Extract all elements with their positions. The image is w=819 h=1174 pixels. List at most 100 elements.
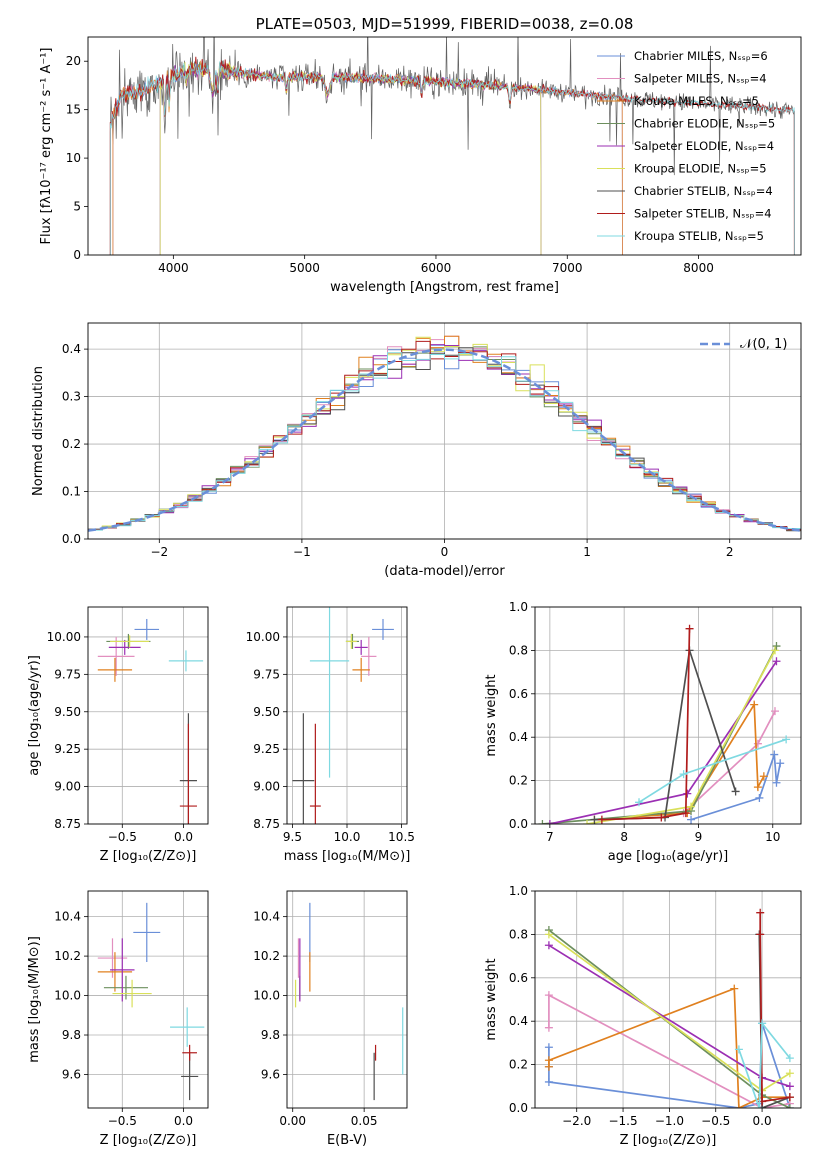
x-axis-label: E(B-V) [327,1133,367,1148]
weight-marker [758,1019,767,1028]
legend-label-2: Kroupa MILES, Nₛₛₚ=5 [634,94,759,108]
weight-marker [756,908,765,917]
axes-frame [87,890,209,1109]
y-axis-label: Normed distribution [31,366,46,496]
errorbar-point-0 [133,902,161,963]
y-tick-label: 0.4 [62,342,81,356]
y-tick-label: 0.8 [509,927,528,941]
weight-marker [544,930,553,939]
normal-curve [88,348,801,532]
x-tick-label: −0.5 [108,830,137,844]
plot-area [292,607,394,824]
weight-marker [734,1045,743,1054]
weight-marker [685,624,694,633]
axes-frame [534,606,802,825]
y-tick-label: 9.25 [54,742,81,756]
x-axis-label: wavelength [Angstrom, rest frame] [330,280,559,295]
x-tick-label: −2.0 [562,1114,591,1128]
weight-marker [782,735,791,744]
weight-line-7 [601,628,691,821]
weight-marker [590,815,599,824]
y-tick-label: 0.2 [509,1058,528,1072]
y-tick-label: 0.4 [509,1014,528,1028]
axes-frame [286,606,408,825]
weight-marker [785,1054,794,1063]
x-tick-label: 10 [765,830,780,844]
x-axis-label: (data-model)/error [384,564,505,579]
weight-marker [759,772,768,781]
y-tick-label: 9.6 [261,1067,280,1081]
panel-mass-vs-Z: −0.5 0.0 9.6 9.8 10.0 10.2 10.4 Z [log₁₀(Z/Z⊙)]… [27,890,209,1148]
weight-marker [772,778,781,787]
y-tick-label: 9.50 [253,705,280,719]
x-tick-label: 10.0 [334,830,361,844]
y-tick-label: 5 [73,200,81,214]
x-tick-label: −1 [293,545,311,559]
x-tick-label: 6000 [421,261,452,275]
legend-label-normal: 𝒩(0, 1) [740,337,787,352]
x-tick-label: 9.5 [283,830,302,844]
errorbar-point-0 [372,618,394,640]
chart-title: PLATE=0503, MJD=51999, FIBERID=0038, z=0… [256,15,634,33]
errorbar-point-4 [110,938,135,1002]
y-tick-label: 9.50 [54,705,81,719]
plot-area [294,902,404,1101]
weight-marker [635,798,644,807]
y-tick-label: 9.8 [62,1028,81,1042]
y-tick-label: 15 [66,103,81,117]
x-tick-label: −2 [150,545,168,559]
histogram-series-6 [88,347,801,532]
weight-marker [544,1056,553,1065]
x-tick-label: −1.5 [608,1114,637,1128]
y-tick-label: 9.75 [54,667,81,681]
panel-mass-vs-EBV: 0.00 0.05 9.6 9.8 10.0 10.2 10.4 E(B-V) [253,890,408,1148]
weight-marker [731,787,740,796]
plot-area [88,335,801,532]
legend-label-0: Chabrier MILES, Nₛₛₚ=6 [634,49,768,63]
panel-residuals: −2 −1 0 1 2 0.0 0.1 0.2 0.3 0.4 (data-model)/error… [31,322,802,579]
y-tick-label: 0.2 [62,437,81,451]
x-tick-label: 1 [583,545,591,559]
weight-marker [772,642,781,651]
plot-area [544,908,794,1108]
errorbar-point-4 [354,639,368,655]
axes-frame [87,606,209,825]
panel-spectrum: 4000 5000 6000 7000 8000 0 5 10 15 20 wavelength [… [39,15,802,295]
errorbar-point-6 [292,713,315,824]
y-tick-label: 0.0 [509,817,528,831]
y-tick-label: 9.00 [253,780,280,794]
plot-area [109,37,795,255]
legend-label-3: Chabrier ELODIE, Nₛₛₚ=5 [634,117,775,131]
errorbar-point-2 [97,952,133,992]
y-tick-label: 10.4 [54,910,81,924]
x-tick-label: 8000 [683,261,714,275]
weight-line-1 [548,993,791,1108]
weight-marker [687,802,696,811]
legend-label-4: Salpeter ELODIE, Nₛₛₚ=4 [634,139,774,153]
errorbar-point-0 [134,618,160,640]
y-axis-label: mass weight [484,674,499,756]
weight-marker [583,820,592,824]
weight-marker [538,820,547,824]
x-tick-label: −0.5 [108,1114,137,1128]
weight-line-4 [549,660,778,824]
y-tick-label: 9.8 [261,1028,280,1042]
errorbar-point-5 [345,633,357,649]
y-tick-label: 8.75 [253,817,280,831]
y-tick-label: 0.0 [509,1101,528,1115]
x-axis-label: Z [log₁₀(Z/Z⊙)] [100,849,197,864]
weight-marker [755,1104,764,1108]
weight-marker [750,700,759,709]
weight-line-6 [594,650,737,821]
weight-marker [770,750,779,759]
x-tick-label: 0.0 [753,1114,772,1128]
weight-marker [770,646,779,655]
weight-marker [770,707,779,716]
x-tick-label: 2 [726,545,734,559]
weight-marker [785,1069,794,1078]
weight-marker [679,770,688,779]
weight-marker [545,820,554,824]
weight-marker [756,930,765,939]
y-tick-label: 10.4 [253,910,280,924]
